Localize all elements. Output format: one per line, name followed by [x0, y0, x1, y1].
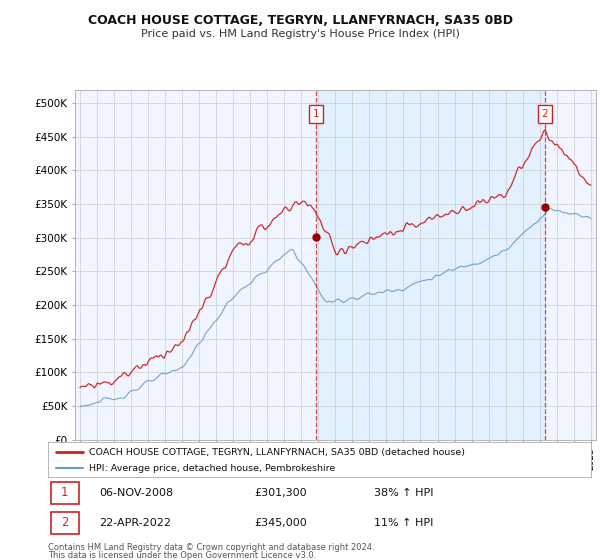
Text: This data is licensed under the Open Government Licence v3.0.: This data is licensed under the Open Gov… [48, 551, 316, 560]
FancyBboxPatch shape [51, 512, 79, 534]
Text: 1: 1 [61, 486, 68, 500]
Text: 06-NOV-2008: 06-NOV-2008 [100, 488, 174, 498]
Bar [316, 90, 545, 440]
Text: Price paid vs. HM Land Registry's House Price Index (HPI): Price paid vs. HM Land Registry's House … [140, 29, 460, 39]
Text: 38% ↑ HPI: 38% ↑ HPI [374, 488, 433, 498]
FancyBboxPatch shape [51, 482, 79, 503]
Text: COACH HOUSE COTTAGE, TEGRYN, LLANFYRNACH, SA35 0BD (detached house): COACH HOUSE COTTAGE, TEGRYN, LLANFYRNACH… [89, 447, 465, 456]
Text: 1: 1 [313, 109, 319, 119]
Text: Contains HM Land Registry data © Crown copyright and database right 2024.: Contains HM Land Registry data © Crown c… [48, 543, 374, 552]
Text: HPI: Average price, detached house, Pembrokeshire: HPI: Average price, detached house, Pemb… [89, 464, 335, 473]
Text: 2: 2 [61, 516, 68, 530]
Text: COACH HOUSE COTTAGE, TEGRYN, LLANFYRNACH, SA35 0BD: COACH HOUSE COTTAGE, TEGRYN, LLANFYRNACH… [88, 14, 512, 27]
Text: 11% ↑ HPI: 11% ↑ HPI [374, 518, 433, 528]
Text: 22-APR-2022: 22-APR-2022 [100, 518, 172, 528]
Text: 2: 2 [542, 109, 548, 119]
Text: £301,300: £301,300 [254, 488, 307, 498]
Text: £345,000: £345,000 [254, 518, 307, 528]
